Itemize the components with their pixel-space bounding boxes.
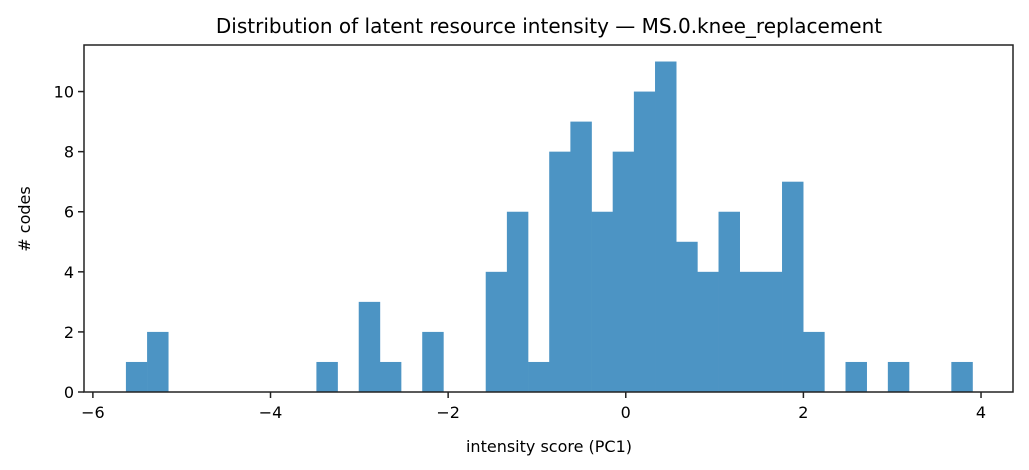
histogram-bar <box>718 211 740 392</box>
y-tick-label: 8 <box>64 143 74 162</box>
histogram-bar <box>803 331 825 392</box>
histogram-bar <box>125 361 148 392</box>
histogram-bar <box>506 211 529 392</box>
x-axis-ticks: −6 −4 −2 0 2 4 <box>81 392 986 422</box>
y-tick-label: 4 <box>64 263 74 282</box>
plot-frame <box>83 44 1014 393</box>
x-tick-label: 4 <box>976 403 986 422</box>
histogram-bar <box>570 121 592 393</box>
x-axis-label: intensity score (PC1) <box>466 437 632 456</box>
x-tick-label: 0 <box>621 403 631 422</box>
histogram-bar <box>528 361 550 392</box>
histogram-bar <box>316 361 338 392</box>
histogram-bar <box>612 151 635 392</box>
histogram-bar <box>549 151 571 392</box>
histogram-bar <box>782 181 804 392</box>
histogram-bar <box>739 271 762 392</box>
histogram-bar <box>697 271 719 392</box>
histogram-bar <box>358 301 381 392</box>
histogram-bars <box>125 61 973 393</box>
y-tick-label: 2 <box>64 323 74 342</box>
histogram-bar <box>845 361 867 392</box>
x-tick-label: −2 <box>436 403 460 422</box>
y-tick-label: 0 <box>64 383 74 402</box>
y-axis-ticks: 0 2 4 6 8 10 <box>54 83 84 402</box>
x-tick-label: −4 <box>259 403 283 422</box>
histogram-bar <box>760 271 783 392</box>
histogram-bar <box>591 211 613 392</box>
histogram-bar <box>655 61 677 393</box>
x-tick-label: −6 <box>81 403 105 422</box>
histogram-bar <box>633 91 656 392</box>
histogram-bar <box>485 271 508 392</box>
y-tick-label: 10 <box>54 83 74 102</box>
y-axis-label: # codes <box>15 186 34 251</box>
y-tick-label: 6 <box>64 203 74 222</box>
histogram-bar <box>676 241 698 392</box>
histogram-bar <box>887 361 910 392</box>
chart-title: Distribution of latent resource intensit… <box>216 14 882 38</box>
x-tick-label: 2 <box>798 403 808 422</box>
histogram-bar <box>379 361 402 392</box>
histogram-bar <box>147 331 169 392</box>
histogram-bar <box>422 331 444 392</box>
histogram-bar <box>951 361 973 392</box>
